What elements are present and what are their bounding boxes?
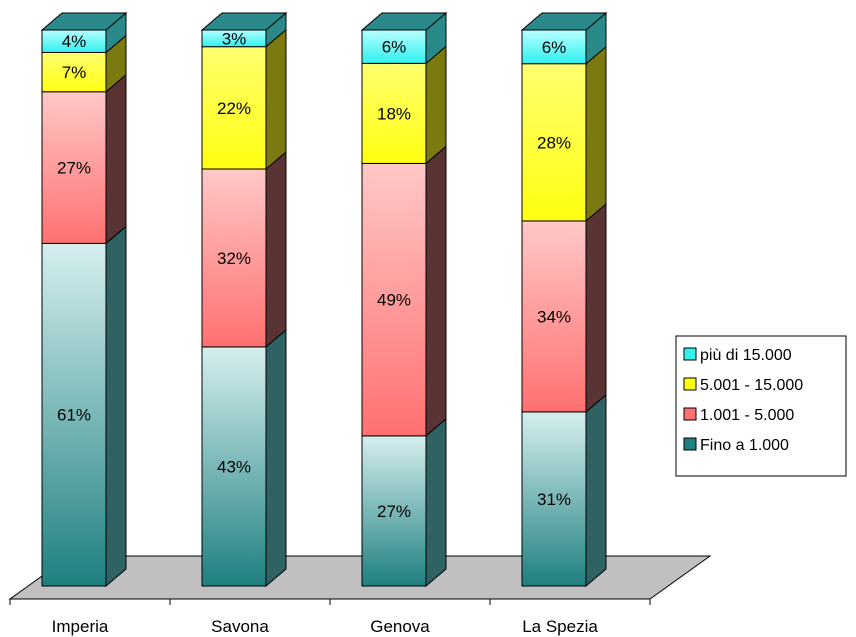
bar-segment-imperia-1-001-5-000: 27% [41,73,127,245]
data-label: 34% [537,307,571,326]
category-label-la-spezia: La Spezia [522,617,598,636]
bar-front [361,162,427,437]
category-label-imperia: Imperia [52,617,109,636]
bar-segment-genova-5-001-15-000: 18% [361,45,447,165]
bars-group: 61% 27% 7% 4% 43% 32% 22% 3% 27% 49% 18% 6% 31% 34% 28… [40,11,608,588]
bar-front [361,435,427,587]
bar-side [105,73,127,245]
bar-front [41,51,107,93]
bar-top-la-spezia [520,12,608,31]
legend-item-pi-di-15-000: più di 15.000 [683,347,792,364]
legend-label: Fino a 1.000 [700,437,789,454]
legend-swatch [683,377,697,391]
bar-side [265,28,287,171]
category-labels: Imperia Savona Genova La Spezia [52,617,599,636]
bar-front [521,220,587,413]
data-label: 49% [377,291,411,310]
bar-segment-genova-fino-a-1-000: 27% [361,417,447,588]
category-label-genova: Genova [370,617,430,636]
bar-segment-genova-1-001-5-000: 49% [361,145,447,437]
bar-segment-savona-pi-di-15-000: 3% [201,11,287,48]
bar-side [585,202,607,413]
legend-swatch [683,407,697,421]
bar-segment-savona-fino-a-1-000: 43% [201,328,287,588]
bar-side [585,45,607,223]
legend-item-1-001-5-000: 1.001 - 5.000 [683,407,794,424]
data-label: 43% [217,457,251,476]
bar-front [521,63,587,222]
bar-segment-savona-1-001-5-000: 32% [201,150,287,349]
bar-front [521,411,587,587]
data-label: 6% [542,38,567,57]
bar-side [265,328,287,588]
bar-side [265,150,287,349]
legend-label: più di 15.000 [700,347,792,364]
data-label: 28% [537,133,571,152]
bar-side [425,145,447,437]
bar-segment-imperia-fino-a-1-000: 61% [41,225,127,588]
data-label: 27% [57,159,91,178]
legend-swatch [683,437,697,451]
bar-segment-la-spezia-5-001-15-000: 28% [521,45,607,223]
legend-label: 5.001 - 15.000 [700,377,803,394]
x-axis-ticks [9,599,651,605]
bar-front [41,91,107,244]
bar-segment-la-spezia-fino-a-1-000: 31% [521,393,607,588]
data-label: 31% [537,490,571,509]
bar-side [105,225,127,588]
bar-top-savona [200,12,288,31]
data-label: 7% [62,63,87,82]
data-label: 22% [217,99,251,118]
legend-frame [675,335,847,477]
legend-label: 1.001 - 5.000 [700,407,794,424]
data-label: 32% [217,249,251,268]
bar-side [585,393,607,588]
data-label: 6% [382,38,407,57]
bar-front [201,46,267,170]
legend-swatch [683,347,697,361]
category-label-savona: Savona [211,617,269,636]
legend-item-fino-a-1-000: Fino a 1.000 [683,437,789,454]
data-label: 18% [377,104,411,123]
bar-segment-la-spezia-1-001-5-000: 34% [521,202,607,413]
bar-front [201,168,267,348]
data-label: 3% [222,29,247,48]
bar-segment-savona-5-001-15-000: 22% [201,28,287,171]
bar-side [425,417,447,588]
bar-segment-la-spezia-pi-di-15-000: 6% [521,11,607,65]
bar-top-genova [360,12,448,31]
legend: più di 15.000 5.001 - 15.000 1.001 - 5.000… [675,335,847,477]
data-label: 4% [62,32,87,51]
bar-side [425,45,447,165]
legend-item-5-001-15-000: 5.001 - 15.000 [683,377,803,394]
bar-top-imperia [40,12,128,31]
data-label: 61% [57,406,91,425]
data-label: 27% [377,502,411,521]
bar-segment-imperia-5-001-15-000: 7% [41,34,127,93]
